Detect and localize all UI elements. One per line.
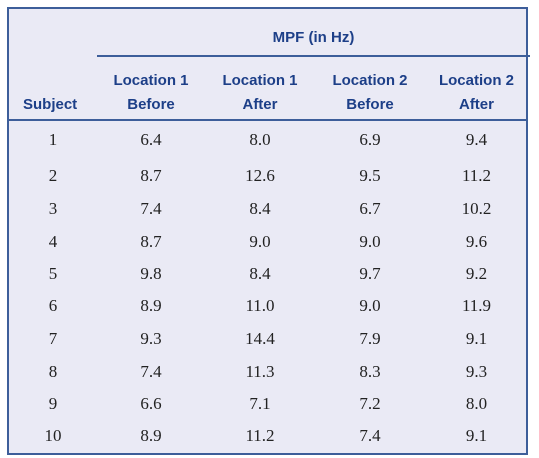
value-cell: 9.3	[465, 362, 488, 381]
header-location1-after: Location 1 After	[205, 69, 315, 117]
subject-cell: 9	[48, 394, 58, 413]
value-cell: 6.4	[140, 130, 162, 149]
value-cell: 12.6	[245, 166, 275, 185]
header-line2: Before	[127, 96, 175, 113]
header-line1: Location 1	[113, 72, 189, 89]
table-row: 1 6.4 8.0 6.9 9.4	[9, 124, 526, 156]
value-cell: 7.9	[359, 329, 381, 348]
value-cell: 8.3	[359, 362, 381, 381]
value-cell: 8.0	[249, 130, 271, 149]
value-cell: 11.2	[245, 426, 275, 445]
value-cell: 11.2	[461, 166, 492, 185]
value-cell: 9.0	[359, 232, 381, 251]
value-cell: 11.3	[245, 362, 275, 381]
value-cell: 7.4	[359, 426, 381, 445]
value-cell: 9.8	[140, 264, 162, 283]
table-row: 5 9.8 8.4 9.7 9.2	[9, 258, 526, 290]
value-cell: 9.0	[249, 232, 271, 251]
header-location1-before: Location 1 Before	[97, 69, 205, 117]
group-title: MPF (in Hz)	[272, 29, 355, 46]
table-row: 7 9.3 14.4 7.9 9.1	[9, 323, 526, 355]
value-cell: 9.3	[140, 329, 162, 348]
value-cell: 9.1	[465, 426, 488, 445]
header-line2: After	[242, 96, 278, 113]
header-location2-after: Location 2 After	[425, 69, 528, 117]
value-cell: 9.4	[465, 130, 488, 149]
table-row: 10 8.9 11.2 7.4 9.1	[9, 420, 526, 452]
value-cell: 11.0	[245, 296, 275, 315]
table-row: 3 7.4 8.4 6.7 10.2	[9, 193, 526, 225]
subject-cell: 3	[48, 199, 58, 218]
table-row: 4 8.7 9.0 9.0 9.6	[9, 226, 526, 258]
value-cell: 10.2	[461, 199, 492, 218]
value-cell: 8.4	[249, 199, 271, 218]
value-cell: 9.5	[359, 166, 381, 185]
data-table: MPF (in Hz) Subject Location 1 Before Lo…	[7, 7, 530, 455]
value-cell: 6.9	[359, 130, 381, 149]
header-line2: After	[458, 96, 494, 113]
group-rule	[97, 55, 530, 57]
value-cell: 9.1	[465, 329, 488, 348]
value-cell: 9.2	[465, 264, 488, 283]
header-line1: Location 2	[438, 72, 514, 89]
header-subject: Subject	[23, 69, 103, 117]
subject-cell: 8	[48, 362, 58, 381]
value-cell: 8.9	[140, 426, 162, 445]
table-row: 8 7.4 11.3 8.3 9.3	[9, 356, 526, 388]
header-line1: Location 1	[222, 72, 298, 89]
table-row: 9 6.6 7.1 7.2 8.0	[9, 388, 526, 420]
value-cell: 8.7	[140, 166, 162, 185]
subject-cell: 5	[48, 264, 58, 283]
subject-cell: 6	[48, 296, 58, 315]
value-cell: 14.4	[245, 329, 275, 348]
value-cell: 6.7	[359, 199, 381, 218]
value-cell: 8.9	[140, 296, 162, 315]
value-cell: 9.7	[359, 264, 381, 283]
value-cell: 7.1	[249, 394, 271, 413]
subject-cell: 10	[44, 426, 62, 445]
header-subject-line2: Subject	[23, 96, 78, 113]
table-row: 2 8.7 12.6 9.5 11.2	[9, 160, 526, 192]
header-rule	[9, 119, 526, 121]
value-cell: 7.4	[140, 362, 162, 381]
value-cell: 11.9	[461, 296, 492, 315]
value-cell: 8.4	[249, 264, 271, 283]
subject-cell: 7	[48, 329, 58, 348]
value-cell: 8.0	[465, 394, 488, 413]
header-location2-before: Location 2 Before	[315, 69, 425, 117]
table-row: 6 8.9 11.0 9.0 11.9	[9, 290, 526, 322]
subject-cell: 2	[48, 166, 58, 185]
subject-cell: 1	[48, 130, 58, 149]
value-cell: 9.6	[465, 232, 488, 251]
header-subject-line1	[23, 69, 103, 93]
value-cell: 9.0	[359, 296, 381, 315]
subject-cell: 4	[48, 232, 58, 251]
value-cell: 6.6	[140, 394, 162, 413]
value-cell: 8.7	[140, 232, 162, 251]
header-line2: Before	[346, 96, 394, 113]
header-line1: Location 2	[332, 72, 408, 89]
value-cell: 7.4	[140, 199, 162, 218]
value-cell: 7.2	[359, 394, 381, 413]
